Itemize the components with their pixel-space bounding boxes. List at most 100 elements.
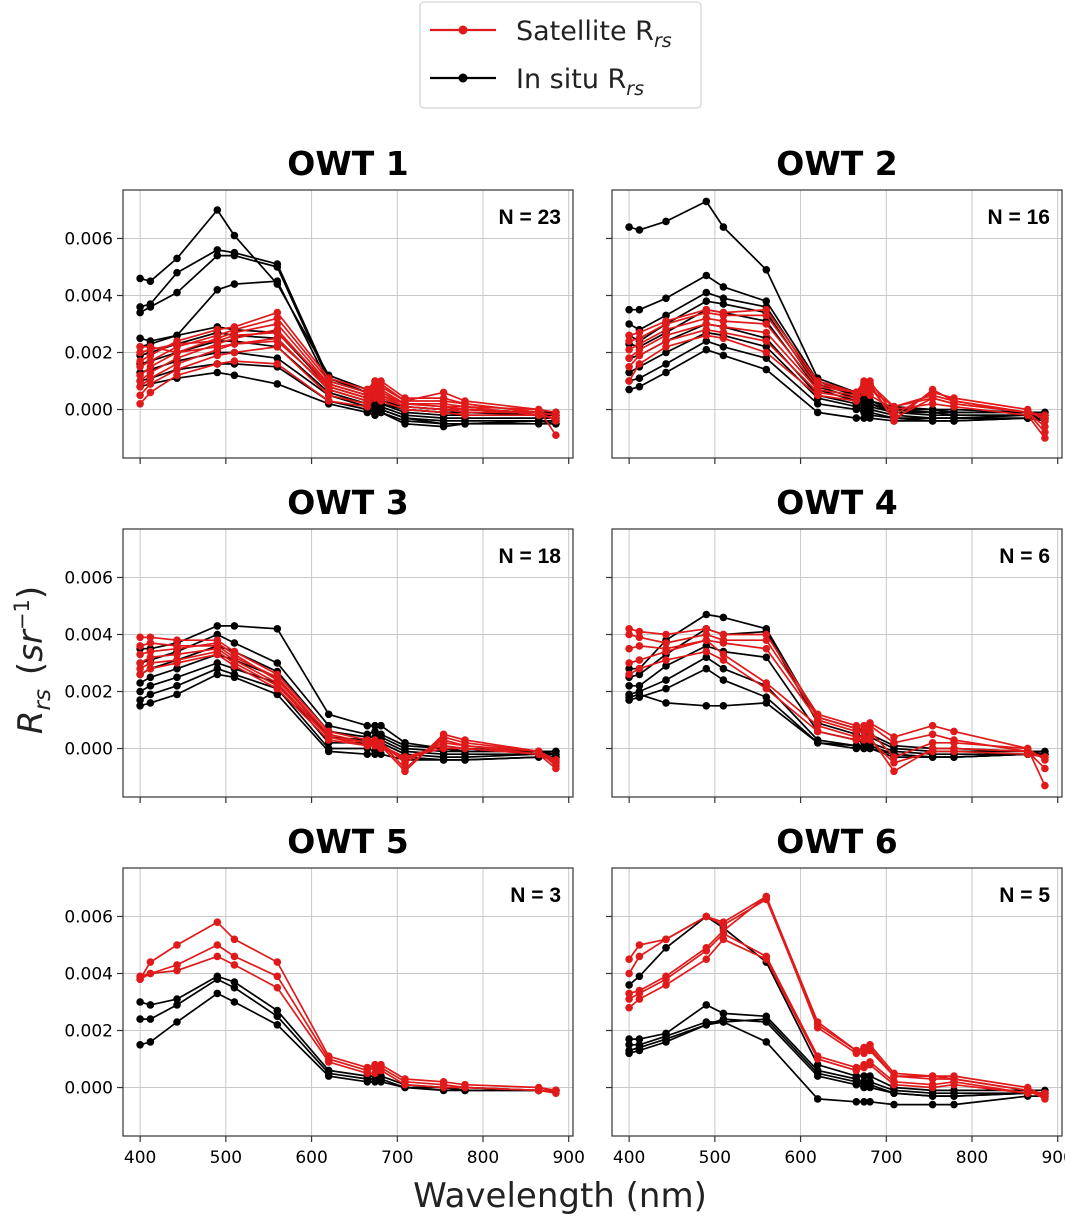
data-point [136, 363, 144, 371]
data-point [230, 280, 239, 288]
data-point [852, 1098, 861, 1106]
data-point [719, 702, 728, 710]
data-point [625, 955, 633, 963]
axes-frame [122, 528, 574, 798]
data-point [401, 767, 409, 776]
data-point [950, 1100, 958, 1109]
data-point [146, 958, 155, 966]
satellite-series [136, 650, 560, 764]
legend-satellite-marker [458, 25, 468, 35]
x-tick-label: 600 [784, 1148, 816, 1168]
y-axis-label-main: R [11, 711, 51, 735]
data-point [625, 337, 633, 345]
data-point [866, 721, 874, 730]
data-point [273, 343, 282, 351]
data-point [662, 331, 670, 340]
data-point [702, 625, 711, 633]
data-point [401, 1080, 409, 1089]
data-point [625, 305, 633, 314]
data-point [702, 664, 711, 673]
data-point [702, 297, 711, 306]
data-point [702, 288, 711, 297]
x-axis-label: Wavelength (nm) [413, 1176, 707, 1216]
data-point [377, 1066, 385, 1075]
data-point [136, 343, 144, 351]
data-point [273, 684, 282, 693]
data-point [813, 1055, 822, 1063]
legend-satellite-label: Satellite Rrs [516, 16, 672, 52]
insitu-series [625, 1001, 1049, 1097]
axes-frame [122, 189, 574, 459]
data-point [439, 394, 448, 402]
data-point [860, 1049, 868, 1058]
data-point [625, 354, 633, 363]
data-point [273, 1006, 282, 1015]
data-point [552, 411, 560, 420]
data-point [230, 622, 239, 630]
data-point [534, 408, 543, 417]
x-tick-label: 900 [1041, 1148, 1065, 1168]
data-point [662, 325, 670, 334]
data-point [377, 1078, 385, 1086]
insitu-series-line [139, 254, 557, 417]
satellite-series [625, 625, 1049, 790]
x-tick-label: 700 [381, 1148, 413, 1168]
data-point [1023, 750, 1032, 758]
grid [123, 529, 573, 797]
data-point [173, 644, 181, 653]
data-point [439, 1083, 448, 1092]
data-point [136, 303, 144, 311]
data-point [625, 630, 633, 639]
data-point [662, 317, 670, 325]
data-point [136, 664, 144, 673]
data-point [662, 343, 670, 351]
grid [123, 190, 573, 458]
data-point [719, 283, 728, 291]
y-axis-label-unit: sr [11, 628, 51, 662]
data-point [461, 1083, 469, 1092]
data-point [136, 650, 144, 659]
data-point [146, 647, 155, 656]
data-point [662, 368, 670, 377]
data-point [702, 271, 711, 280]
data-point [136, 670, 144, 679]
data-point [813, 727, 822, 736]
data-point [625, 385, 633, 394]
x-tick-label: 500 [210, 1148, 242, 1168]
data-point [625, 969, 633, 978]
x-tick-label: 700 [870, 1148, 902, 1168]
data-point [377, 750, 385, 758]
data-point [213, 975, 222, 983]
legend-satellite-label-sub: rs [654, 30, 672, 52]
insitu-series [625, 642, 1049, 758]
data-point [860, 1098, 868, 1106]
data-point [625, 1049, 633, 1058]
data-point [852, 414, 861, 422]
data-point [146, 1001, 155, 1009]
data-point [702, 630, 711, 639]
y-tick-label: 0.002 [64, 344, 113, 364]
panel-owt-5: OWT 5 N = 3 400 500 600 700 800 900 0.000 0.002 0.… [64, 822, 585, 1168]
satellite-series-line [628, 639, 1046, 761]
data-point [852, 727, 861, 736]
data-point [950, 417, 958, 425]
data-point [377, 721, 385, 730]
panel-owt-2: OWT 2 N = 16 [606, 144, 1063, 464]
data-point [230, 371, 239, 380]
legend-satellite-label-main: Satellite R [516, 16, 654, 47]
data-point [762, 653, 771, 662]
data-point [866, 1083, 874, 1092]
data-point [173, 354, 181, 363]
data-point [719, 308, 728, 317]
data-point [719, 639, 728, 647]
data-point [702, 305, 711, 314]
data-point [363, 385, 372, 394]
data-point [662, 662, 670, 670]
data-point [1041, 434, 1049, 442]
insitu-series [625, 197, 1049, 417]
data-point [173, 360, 181, 368]
data-point [1023, 408, 1032, 417]
data-point [136, 696, 144, 704]
data-point [173, 664, 181, 673]
data-point [762, 343, 771, 351]
